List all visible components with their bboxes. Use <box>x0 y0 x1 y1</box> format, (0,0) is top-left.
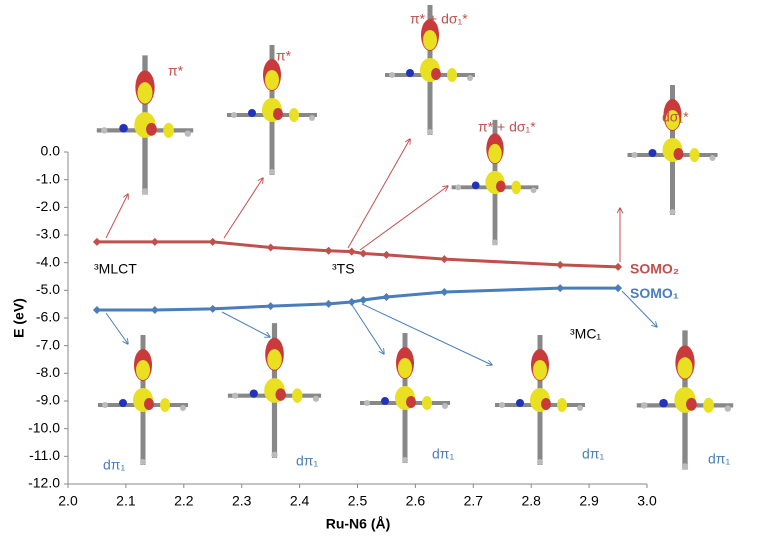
y-tick-label: -5.0 <box>36 281 60 297</box>
x-tick-label: 2.9 <box>579 493 599 509</box>
x-tick-label: 2.8 <box>521 493 541 509</box>
annotation: π* <box>276 48 292 64</box>
annotation: ³MLCT <box>94 261 137 277</box>
annotation: dπ₁ <box>582 446 604 462</box>
point <box>359 249 368 258</box>
legend-label: SOMO₁ <box>630 285 679 301</box>
point <box>208 237 217 246</box>
y-tick-label: -4.0 <box>36 253 60 269</box>
x-tick-label: 2.0 <box>58 493 78 509</box>
point <box>92 305 101 314</box>
point <box>150 237 159 246</box>
x-tick-label: 2.2 <box>174 493 194 509</box>
series-line <box>96 286 619 312</box>
y-tick-label: -7.0 <box>36 336 60 352</box>
y-tick-label: -2.0 <box>36 198 60 214</box>
point <box>92 237 101 246</box>
point <box>556 260 565 269</box>
point <box>324 246 333 255</box>
point <box>614 284 623 293</box>
annotation: dπ₁ <box>103 457 125 473</box>
x-tick-label: 2.4 <box>290 493 310 509</box>
y-tick-label: -10.0 <box>28 419 60 435</box>
x-tick-label: 3.0 <box>637 493 657 509</box>
x-axis-label: Ru-N6 (Å) <box>326 516 391 532</box>
y-tick-label: -8.0 <box>36 364 60 380</box>
annotation: π* + dσ₁* <box>478 119 536 135</box>
point <box>382 250 391 259</box>
point <box>556 284 565 293</box>
y-axis-label: E (eV) <box>11 298 27 338</box>
annotation: π* <box>168 63 184 79</box>
point <box>150 305 159 314</box>
annotation: dσ₁* <box>662 109 689 125</box>
x-tick-label: 2.5 <box>348 493 368 509</box>
x-tick-label: 2.7 <box>464 493 484 509</box>
y-tick-label: -3.0 <box>36 226 60 242</box>
annotation: ³TS <box>332 261 355 277</box>
point <box>208 304 217 313</box>
y-tick-label: -11.0 <box>29 447 60 463</box>
point <box>440 255 449 264</box>
point <box>347 297 356 306</box>
point <box>347 247 356 256</box>
molecules <box>97 5 733 470</box>
y-tick-label: -9.0 <box>36 392 60 408</box>
series-line <box>96 240 619 269</box>
annotation: dπ₁ <box>296 453 318 469</box>
legend-label: SOMO₂ <box>630 261 679 277</box>
x-tick-label: 2.1 <box>116 493 136 509</box>
x-tick-label: 2.3 <box>232 493 252 509</box>
x-tick-label: 2.6 <box>406 493 426 509</box>
arrows <box>105 139 657 365</box>
point <box>614 262 623 271</box>
point <box>440 287 449 296</box>
point <box>359 296 368 305</box>
y-tick-label: -1.0 <box>36 170 60 186</box>
y-tick-label: 0.0 <box>41 143 61 159</box>
annotation: π* + dσ₁* <box>410 11 468 27</box>
point <box>324 299 333 308</box>
annotation: ³MC₁ <box>570 326 601 342</box>
annotation: dπ₁ <box>432 446 454 462</box>
annotation: dπ₁ <box>708 451 730 467</box>
point <box>266 302 275 311</box>
y-tick-label: -6.0 <box>36 309 60 325</box>
point <box>266 243 275 252</box>
point <box>382 292 391 301</box>
y-tick-label: -12.0 <box>28 475 60 491</box>
